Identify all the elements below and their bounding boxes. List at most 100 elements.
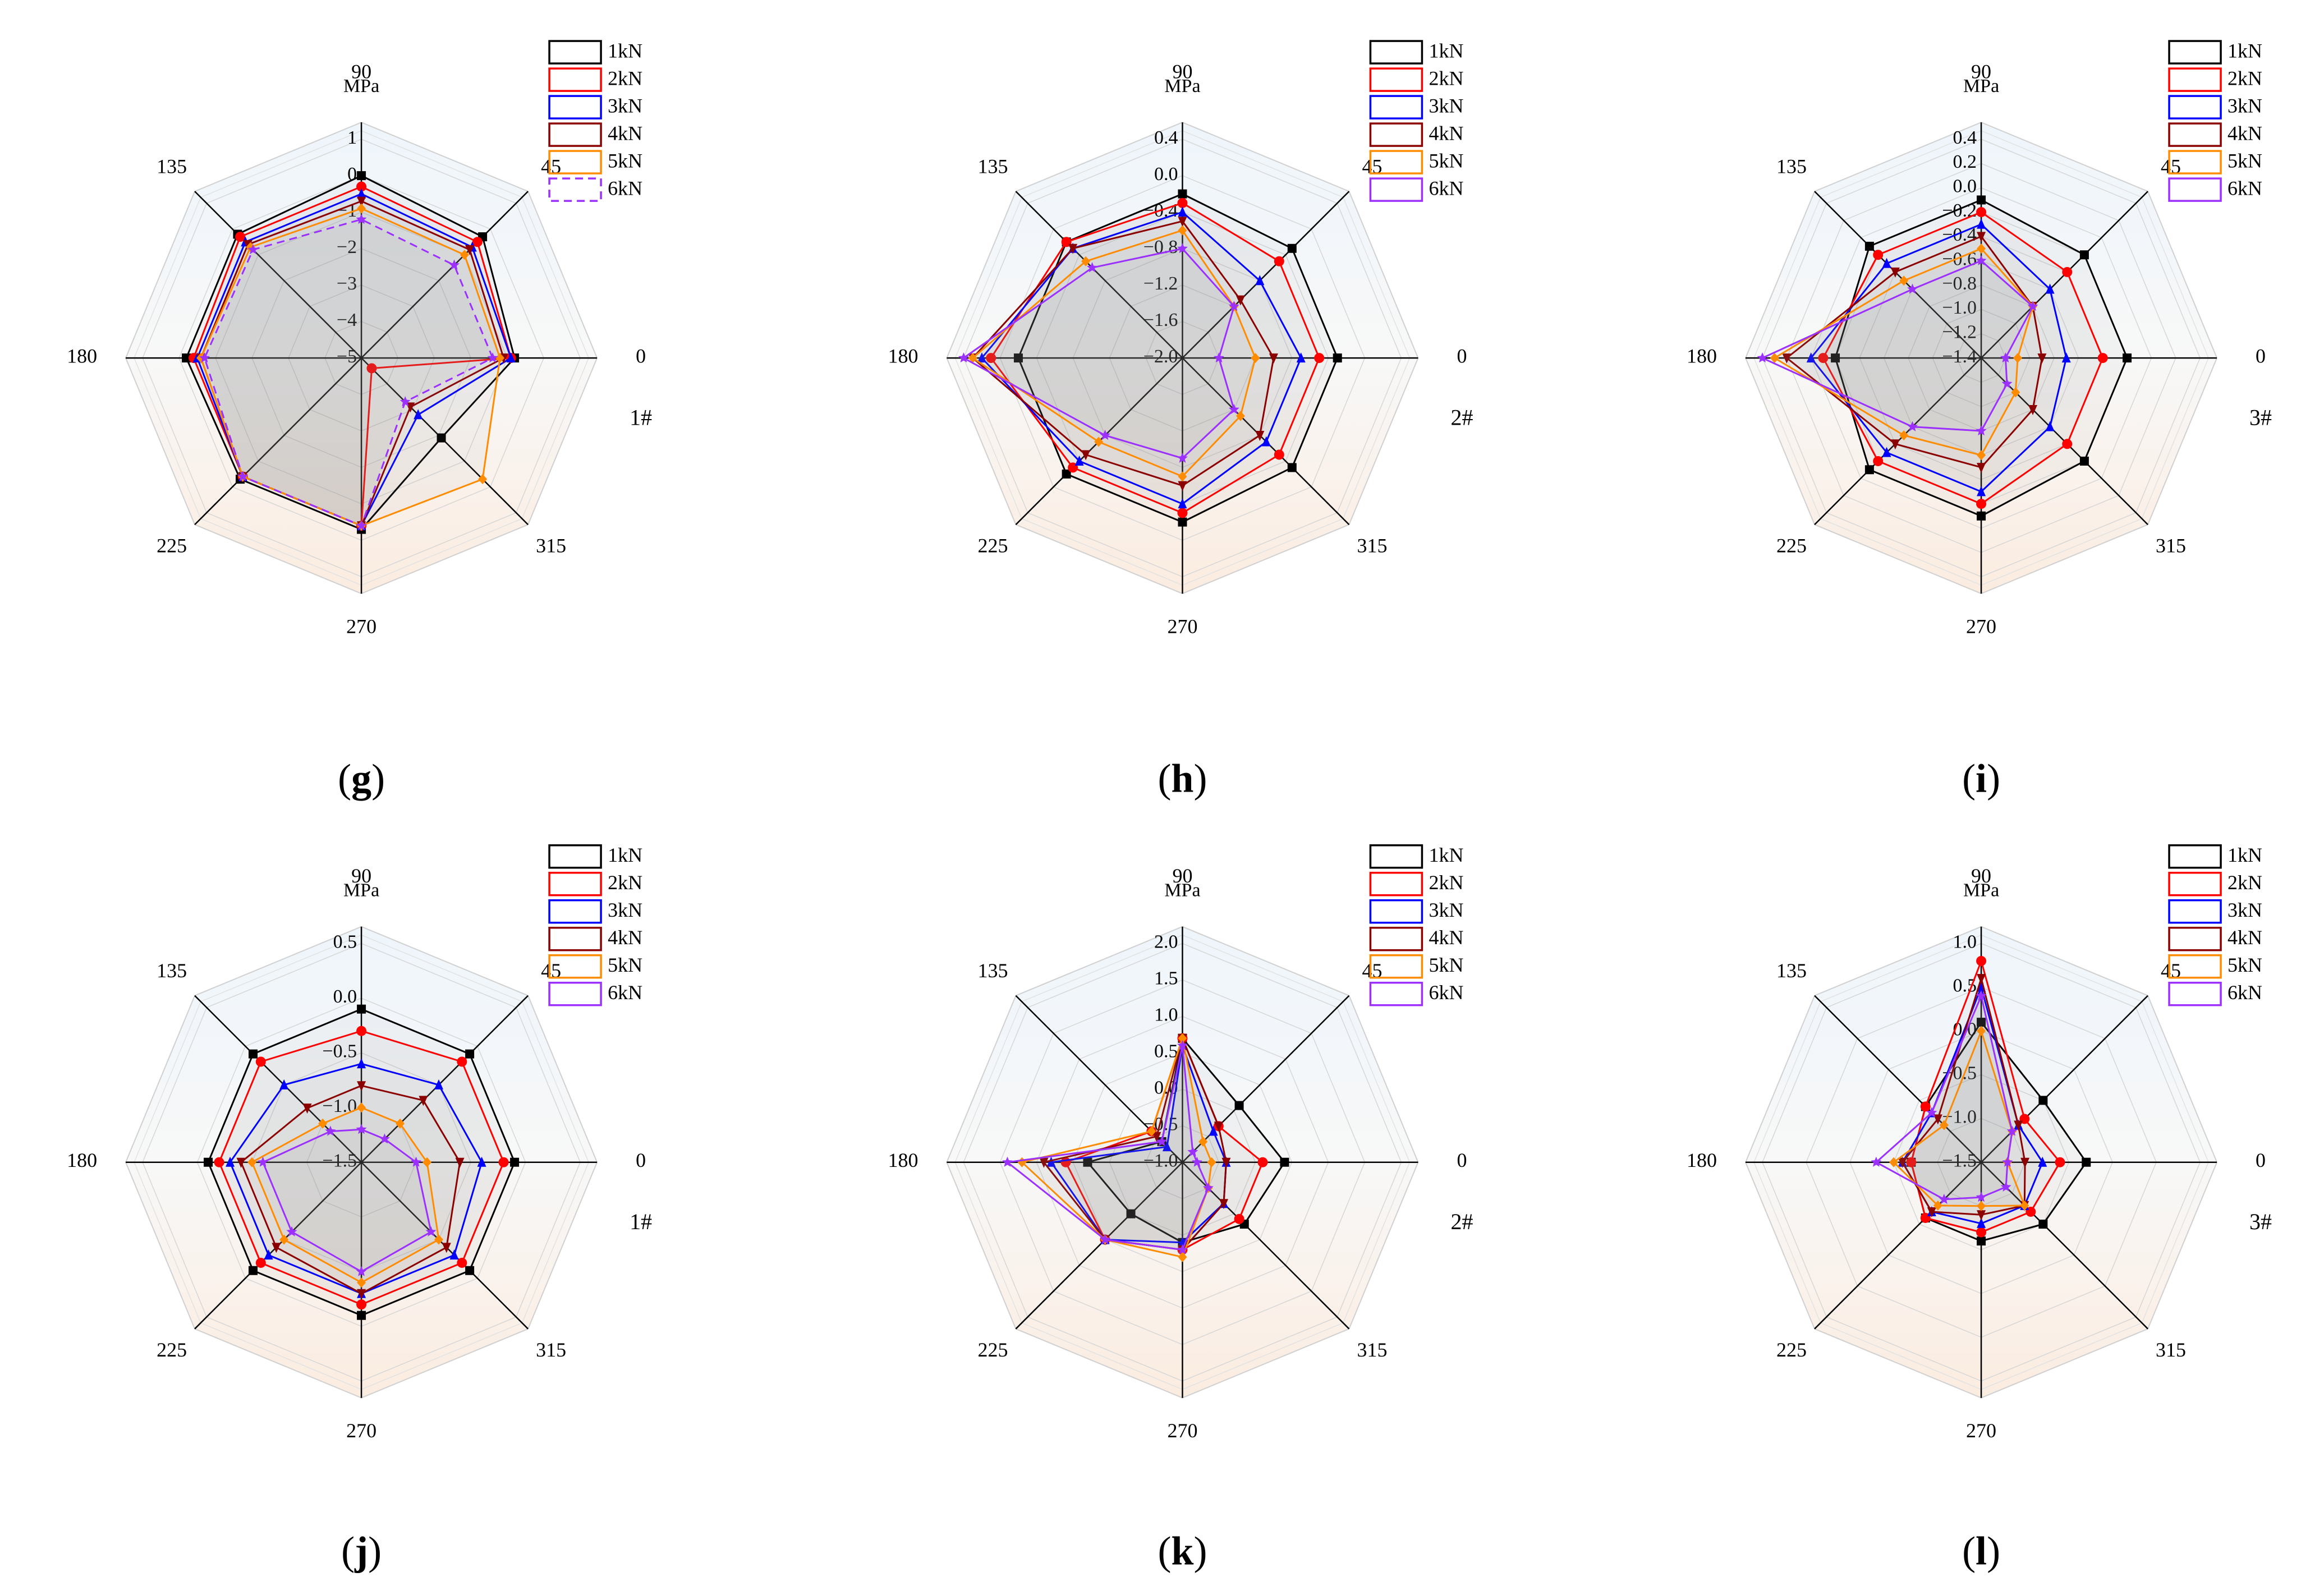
data-point-4kN: [1933, 1114, 1942, 1125]
legend-swatch-2kN: [548, 871, 602, 896]
data-point-4kN: [1178, 217, 1187, 227]
radar-axis-line: [1814, 1161, 1982, 1330]
data-point-6kN: [356, 520, 367, 531]
radar-panel-i: 0.40.20.0−0.2−0.4−0.6−0.8−1.0−1.2−1.4045…: [1687, 39, 2272, 800]
legend-swatch-4kN: [2168, 122, 2222, 147]
legend-swatch-5kN: [548, 954, 602, 979]
data-point-2kN: [457, 1056, 467, 1067]
data-point-2kN: [457, 1257, 467, 1268]
data-point-5kN: [460, 250, 469, 260]
radar-axis-line: [361, 191, 529, 358]
data-point-4kN: [2028, 405, 2037, 416]
radial-tick-label: 0.5: [1154, 1041, 1178, 1062]
legend-label-5kN: 5kN: [2227, 149, 2262, 172]
data-point-6kN: [1177, 1244, 1188, 1254]
angle-label-0: 0: [1457, 1149, 1467, 1171]
angle-label-225: 225: [157, 1339, 187, 1361]
legend-label-2kN: 2kN: [608, 67, 642, 89]
data-point-4kN: [357, 1289, 366, 1299]
data-point-6kN: [399, 396, 411, 407]
angle-label-0: 0: [2256, 1149, 2266, 1171]
angle-label-135: 135: [157, 959, 187, 982]
data-point-3kN: [1178, 498, 1187, 509]
angle-label-270: 270: [346, 1419, 376, 1442]
panel-caption: (k): [1158, 1528, 1207, 1573]
data-point-3kN: [1882, 258, 1891, 268]
data-point-6kN: [356, 1266, 367, 1276]
panel-caption: (h): [1158, 756, 1207, 801]
data-point-4kN: [1782, 353, 1792, 364]
data-point-3kN: [1046, 1156, 1056, 1167]
data-point-2kN: [1314, 353, 1325, 364]
legend-swatch-6kN: [548, 177, 602, 202]
radial-tick-label: 0.4: [1953, 127, 1977, 148]
data-point-1kN: [1287, 463, 1297, 472]
data-point-2kN: [235, 232, 246, 242]
data-point-6kN: [1939, 1193, 1950, 1204]
data-point-2kN: [1234, 1213, 1244, 1224]
data-point-2kN: [472, 237, 483, 247]
data-point-4kN: [272, 1243, 281, 1253]
data-point-3kN: [1255, 275, 1265, 286]
data-point-3kN: [506, 352, 516, 363]
data-point-5kN: [1977, 243, 1986, 254]
data-point-4kN: [1927, 1207, 1936, 1217]
data-point-1kN: [1977, 195, 1986, 205]
data-point-1kN: [2123, 353, 2132, 363]
radial-tick-label: −1.4: [1942, 346, 1977, 367]
legend-swatch-5kN: [2168, 150, 2222, 174]
data-point-5kN: [1081, 256, 1091, 266]
legend-swatch-3kN: [548, 95, 602, 119]
legend-label-5kN: 5kN: [2227, 954, 2262, 976]
data-point-4kN: [419, 1096, 428, 1106]
radar-panel-k: 2.01.51.00.50.0−0.5−1.004590135180225270…: [888, 844, 1473, 1573]
data-point-1kN: [1126, 1209, 1136, 1219]
data-point-3kN: [449, 1249, 459, 1260]
data-point-3kN: [1209, 1125, 1218, 1136]
data-point-6kN: [449, 259, 460, 270]
data-point-2kN: [1976, 207, 1987, 218]
data-point-6kN: [1187, 1146, 1198, 1157]
data-point-6kN: [425, 1226, 437, 1236]
radial-tick-label: 0.5: [333, 932, 357, 953]
legend-label-6kN: 6kN: [1429, 981, 1463, 1004]
data-point-4kN: [1178, 481, 1187, 491]
angle-label-90: 90: [1971, 865, 1991, 887]
angle-label-270: 270: [1167, 1419, 1197, 1442]
data-point-2kN: [1920, 1101, 1931, 1112]
legend-swatch-4kN: [1369, 926, 1423, 951]
data-point-6kN: [2002, 1156, 2013, 1167]
data-point-2kN: [356, 1299, 367, 1310]
data-point-1kN: [1977, 1236, 1986, 1246]
data-point-6kN: [2000, 1181, 2011, 1192]
radial-tick-label: −2.0: [1143, 346, 1178, 367]
legend-swatch-1kN: [548, 40, 602, 65]
data-point-6kN: [1228, 301, 1239, 311]
radar-axis-line: [194, 191, 362, 358]
data-point-4kN: [1214, 1121, 1223, 1132]
legend-label-1kN: 1kN: [608, 844, 642, 866]
data-point-5kN: [1770, 353, 1779, 364]
panel-caption: (l): [1962, 1528, 2000, 1573]
angle-label-0: 0: [1457, 344, 1467, 367]
data-point-5kN: [357, 1102, 366, 1113]
data-point-1kN: [2079, 456, 2089, 466]
data-point-3kN: [226, 1156, 235, 1167]
data-point-6kN: [1100, 1234, 1111, 1244]
data-point-1kN: [2079, 250, 2089, 260]
legend-swatch-4kN: [548, 122, 602, 147]
radar-axis-line: [194, 357, 362, 525]
data-point-6kN: [1907, 283, 1918, 294]
data-point-1kN: [1083, 1157, 1092, 1167]
data-point-3kN: [1977, 218, 1986, 229]
data-point-4kN: [1977, 463, 1986, 473]
data-point-1kN: [1333, 353, 1342, 363]
angle-label-270: 270: [1966, 1419, 1996, 1442]
legend-label-3kN: 3kN: [1429, 94, 1463, 117]
unit-label: MPa: [343, 76, 379, 96]
radar-axis-line: [1015, 191, 1183, 358]
legend-label-3kN: 3kN: [2227, 94, 2262, 117]
angle-label-180: 180: [67, 344, 97, 367]
radial-tick-label: −1.0: [1942, 297, 1977, 318]
data-point-6kN: [2001, 378, 2013, 389]
